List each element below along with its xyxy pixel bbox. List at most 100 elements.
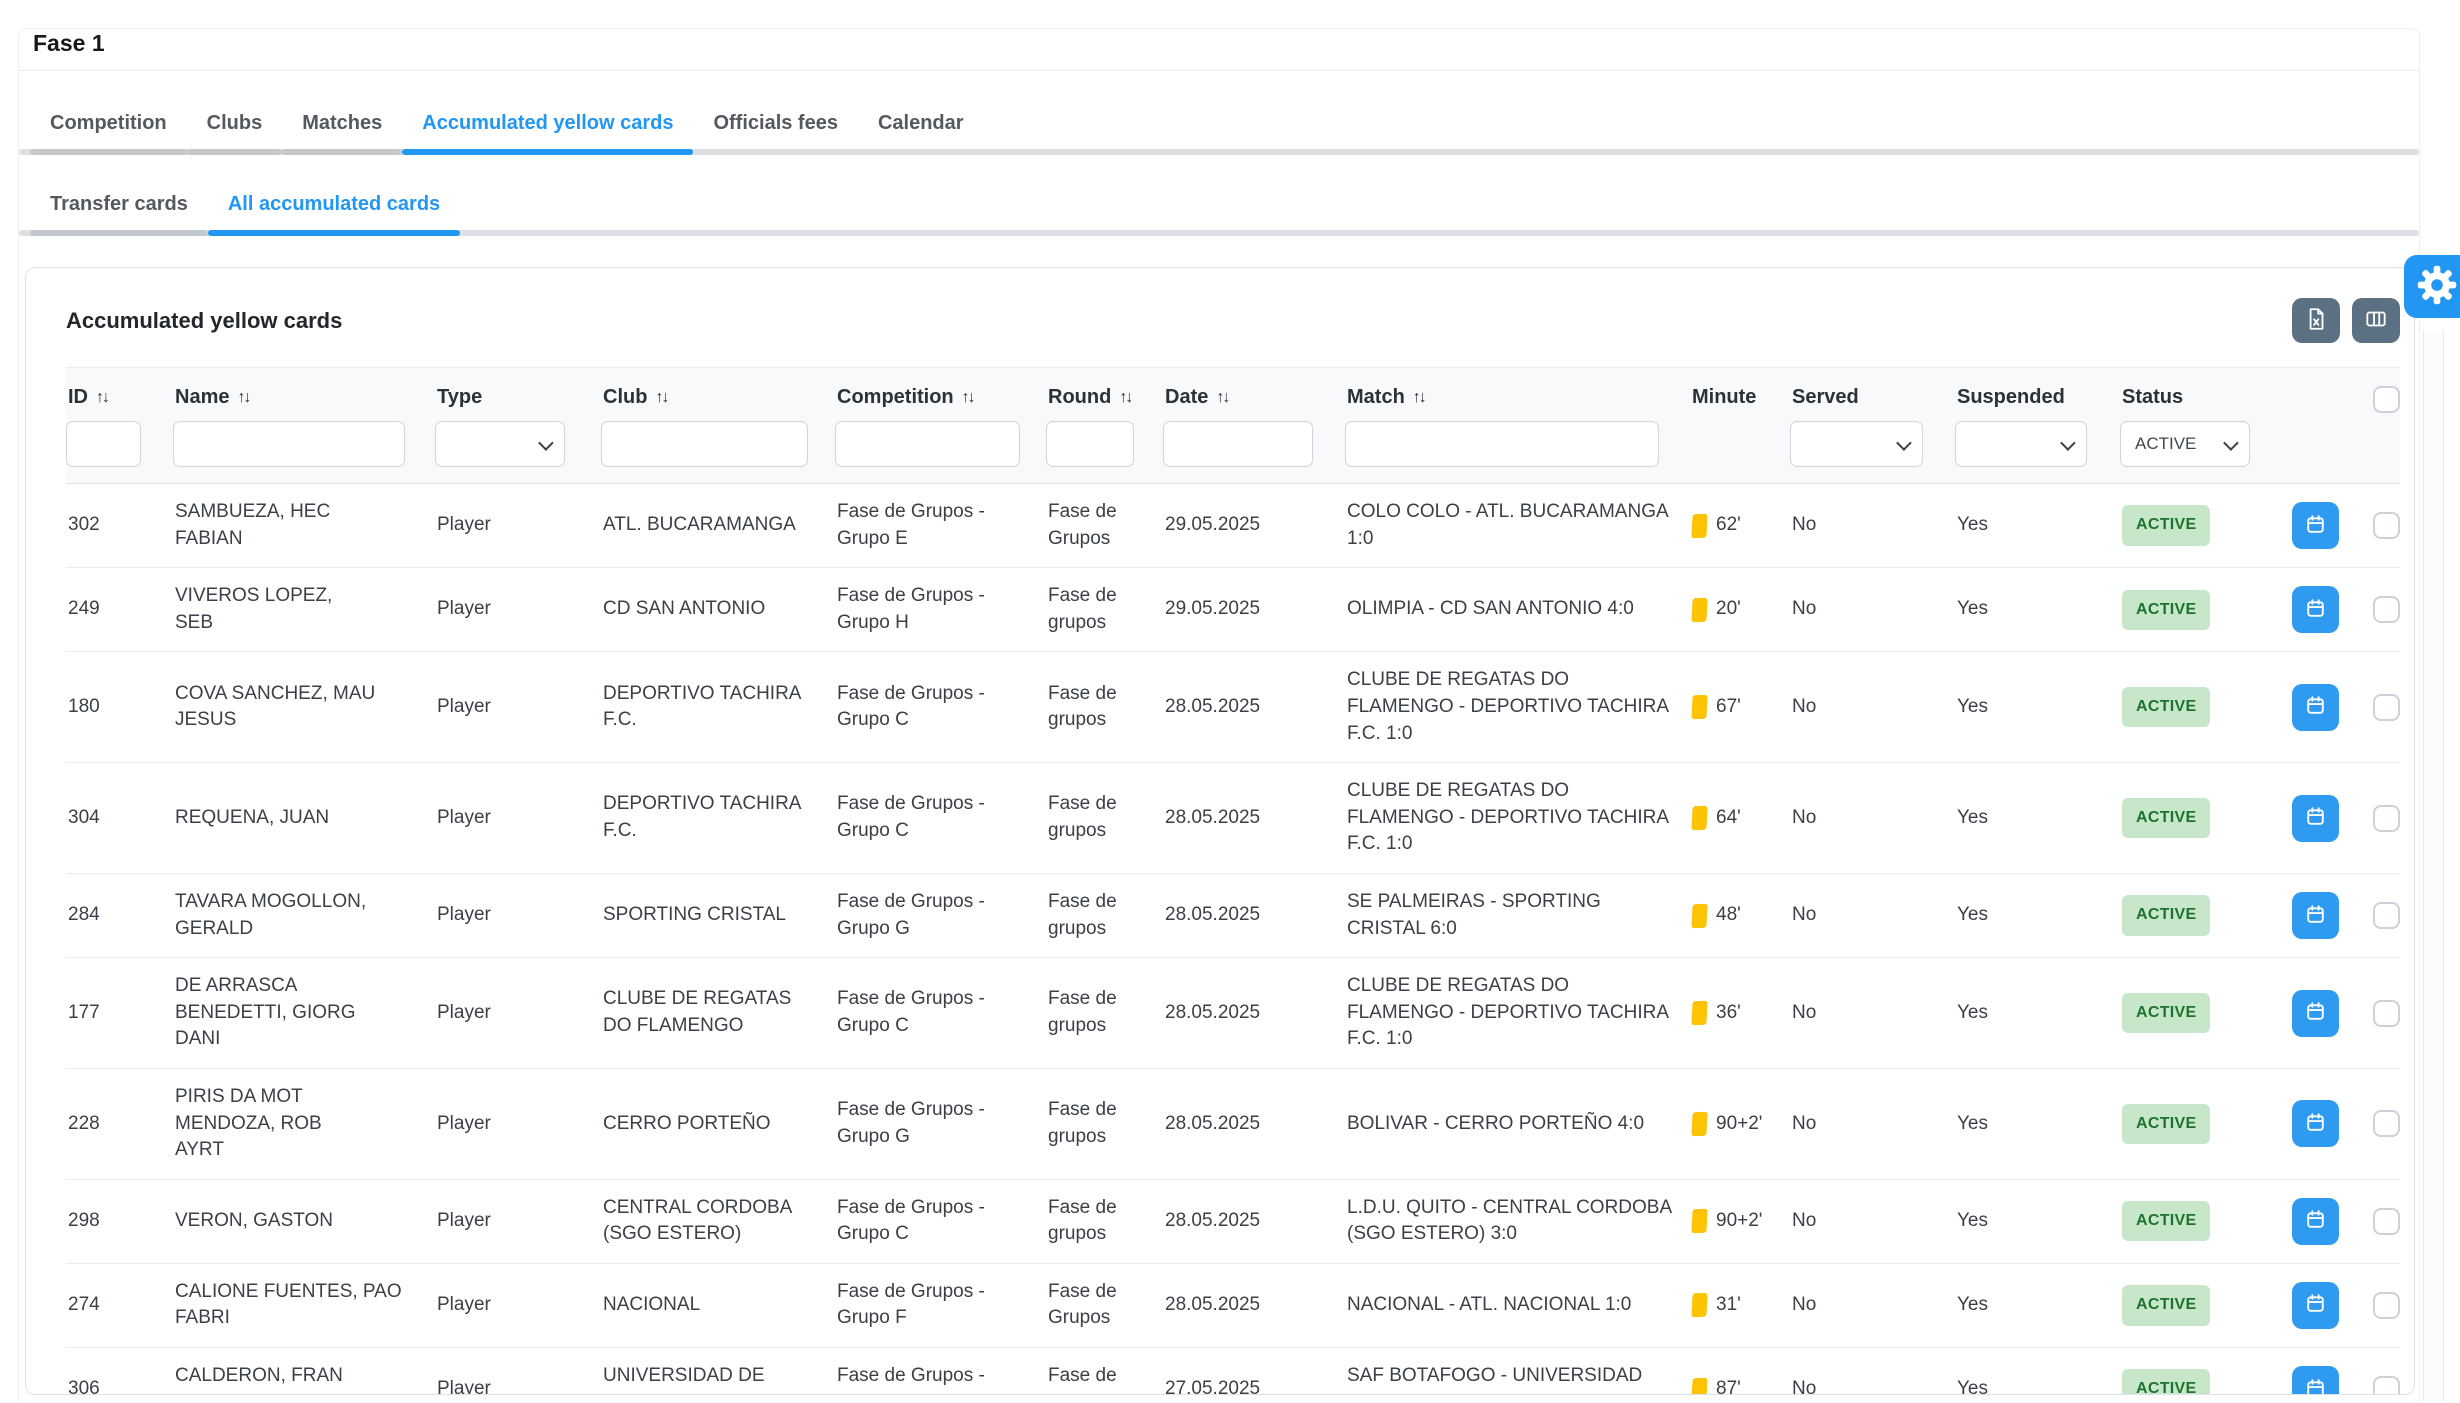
- filter-input-round[interactable]: [1046, 421, 1134, 467]
- cell-date: 28.05.2025: [1163, 1096, 1345, 1153]
- column-header-match[interactable]: Match↑↓: [1345, 380, 1690, 419]
- column-label: ID: [68, 386, 88, 409]
- column-header-name[interactable]: Name↑↓: [173, 380, 435, 419]
- cell-club: CENTRAL CORDOBA (SGO ESTERO): [601, 1180, 835, 1263]
- row-checkbox[interactable]: [2373, 694, 2400, 721]
- cell-name: VERON, GASTON: [173, 1193, 435, 1250]
- excel-export-icon: [2303, 306, 2329, 335]
- filter-input-competition[interactable]: [835, 421, 1020, 467]
- row-checkbox[interactable]: [2373, 512, 2400, 539]
- subtab-all-accumulated-cards[interactable]: All accumulated cards: [208, 181, 460, 236]
- row-checkbox[interactable]: [2373, 902, 2400, 929]
- row-calendar-button[interactable]: [2292, 502, 2339, 549]
- sort-icon: ↑↓: [655, 389, 667, 407]
- panel-header: Accumulated yellow cards: [26, 268, 2414, 367]
- subtab-transfer-cards[interactable]: Transfer cards: [30, 181, 208, 236]
- filter-input-match[interactable]: [1345, 421, 1659, 467]
- row-calendar-button[interactable]: [2292, 990, 2339, 1037]
- filter-select-status[interactable]: ACTIVE: [2120, 421, 2250, 467]
- yellow-card-icon: [1691, 598, 1707, 623]
- chevron-down-icon: [1896, 435, 1912, 451]
- filter-input-id[interactable]: [66, 421, 141, 467]
- filter-cell-club: [601, 419, 835, 467]
- column-header-club[interactable]: Club↑↓: [601, 380, 835, 419]
- cell-minute: 20': [1690, 581, 1790, 638]
- column-header-date[interactable]: Date↑↓: [1163, 380, 1345, 419]
- cell-minute: 87': [1690, 1361, 1790, 1395]
- cell-date: 29.05.2025: [1163, 581, 1345, 638]
- cell-minute: 62': [1690, 497, 1790, 554]
- filter-select-value: ACTIVE: [2135, 434, 2196, 454]
- minute-value: 90+2': [1716, 1111, 1762, 1138]
- filter-input-date[interactable]: [1163, 421, 1313, 467]
- yellow-card-icon: [1691, 513, 1707, 538]
- row-checkbox[interactable]: [2373, 1110, 2400, 1137]
- row-checkbox[interactable]: [2373, 1376, 2400, 1395]
- sort-icon: ↑↓: [962, 389, 974, 407]
- column-header-competition[interactable]: Competition↑↓: [835, 380, 1046, 419]
- cell-suspended: Yes: [1955, 790, 2120, 847]
- row-calendar-button[interactable]: [2292, 586, 2339, 633]
- select-all-checkbox[interactable]: [2373, 386, 2400, 413]
- columns-button[interactable]: [2352, 298, 2400, 343]
- row-checkbox[interactable]: [2373, 1292, 2400, 1319]
- filter-input-club[interactable]: [601, 421, 808, 467]
- filter-cell-actions: [2290, 419, 2366, 467]
- tab-accumulated-yellow-cards[interactable]: Accumulated yellow cards: [402, 100, 693, 155]
- column-header-id[interactable]: ID ↑↓: [66, 380, 173, 419]
- tab-matches[interactable]: Matches: [282, 100, 402, 155]
- cell-served: No: [1790, 985, 1955, 1042]
- scrollbar[interactable]: [2423, 330, 2444, 1401]
- row-calendar-button[interactable]: [2292, 1100, 2339, 1147]
- row-checkbox[interactable]: [2373, 805, 2400, 832]
- minute-value: 36': [1716, 1000, 1741, 1027]
- cell-checkbox: [2366, 1095, 2406, 1152]
- cell-served: No: [1790, 581, 1955, 638]
- columns-icon: [2363, 306, 2389, 335]
- row-calendar-button[interactable]: [2292, 892, 2339, 939]
- filter-cell-minute: [1690, 419, 1790, 467]
- row-calendar-button[interactable]: [2292, 795, 2339, 842]
- settings-button[interactable]: [2404, 255, 2460, 318]
- row-calendar-button[interactable]: [2292, 1198, 2339, 1245]
- cell-round: Fase de grupos: [1046, 874, 1163, 957]
- cell-action: [2290, 487, 2366, 564]
- cell-served: No: [1790, 679, 1955, 736]
- sort-icon: ↑↓: [96, 389, 108, 407]
- cell-competition: Fase de Grupos - Grupo C: [835, 776, 1046, 859]
- gear-icon: [2416, 264, 2458, 309]
- row-calendar-button[interactable]: [2292, 1282, 2339, 1329]
- cell-action: [2290, 1085, 2366, 1162]
- cell-checkbox: [2366, 887, 2406, 944]
- filter-select-type[interactable]: [435, 421, 565, 467]
- row-checkbox[interactable]: [2373, 596, 2400, 623]
- cell-status: ACTIVE: [2120, 880, 2290, 950]
- row-calendar-button[interactable]: [2292, 684, 2339, 731]
- tab-calendar[interactable]: Calendar: [858, 100, 984, 155]
- panel-toolbar: [2292, 298, 2400, 343]
- row-calendar-button[interactable]: [2292, 1366, 2339, 1395]
- status-badge: ACTIVE: [2122, 1104, 2210, 1144]
- filter-select-served[interactable]: [1790, 421, 1923, 467]
- tab-officials-fees[interactable]: Officials fees: [693, 100, 858, 155]
- cell-action: [2290, 1183, 2366, 1260]
- yellow-card-icon: [1691, 1377, 1707, 1395]
- cell-status: ACTIVE: [2120, 1270, 2290, 1340]
- tab-clubs[interactable]: Clubs: [187, 100, 283, 155]
- column-header-round[interactable]: Round↑↓: [1046, 380, 1163, 419]
- cell-match: SE PALMEIRAS - SPORTING CRISTAL 6:0: [1345, 874, 1690, 957]
- filter-select-suspended[interactable]: [1955, 421, 2087, 467]
- calendar-icon: [2303, 1291, 2328, 1319]
- cell-id: 180: [66, 679, 173, 736]
- cell-date: 27.05.2025: [1163, 1361, 1345, 1395]
- cell-name: DE ARRASCA BENEDETTI, GIORG DANI: [173, 958, 435, 1068]
- row-checkbox[interactable]: [2373, 1208, 2400, 1235]
- excel-export-button[interactable]: [2292, 298, 2340, 343]
- tab-competition[interactable]: Competition: [30, 100, 187, 155]
- sort-icon: ↑↓: [1413, 389, 1425, 407]
- cell-club: SPORTING CRISTAL: [601, 887, 835, 944]
- cell-match: OLIMPIA - CD SAN ANTONIO 4:0: [1345, 581, 1690, 638]
- filter-input-name[interactable]: [173, 421, 405, 467]
- row-checkbox[interactable]: [2373, 1000, 2400, 1027]
- cell-id: 302: [66, 497, 173, 554]
